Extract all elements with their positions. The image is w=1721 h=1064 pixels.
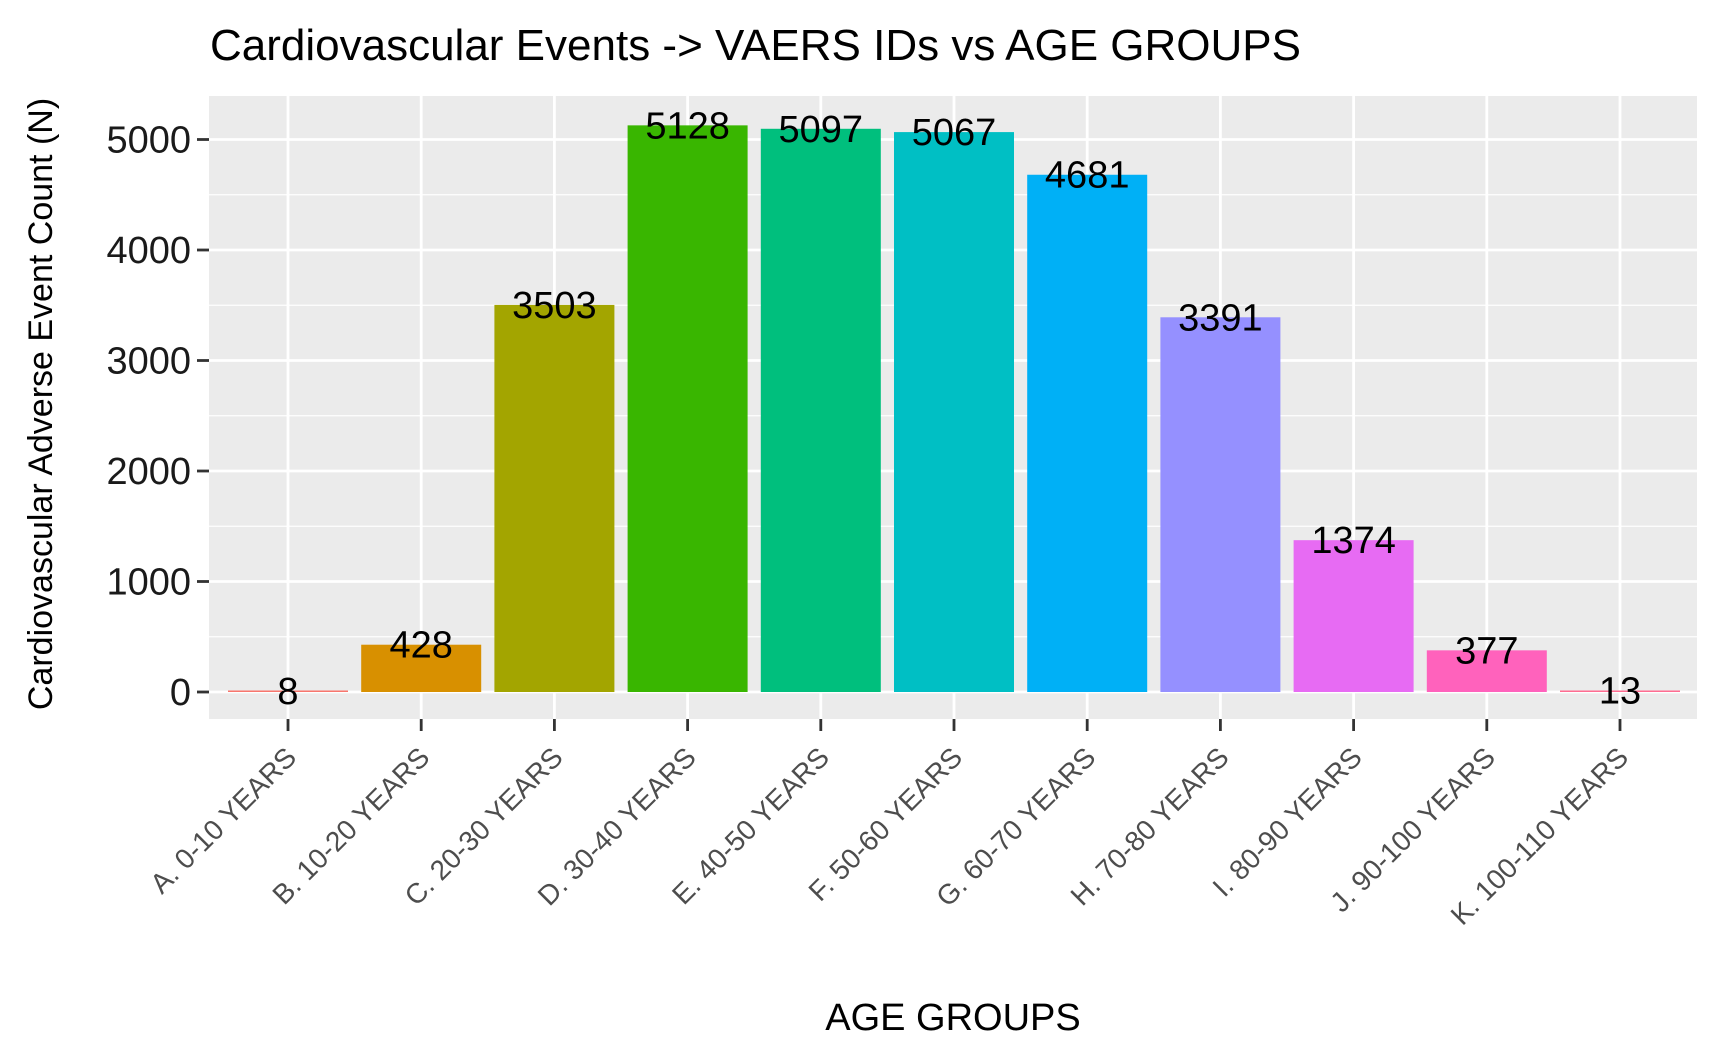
data-label: 5067 [912, 112, 997, 154]
data-label: 3503 [512, 285, 597, 327]
y-tick-label: 1000 [106, 562, 191, 604]
chart-title: Cardiovascular Events -> VAERS IDs vs AG… [210, 21, 1301, 70]
data-labels: 8 428 3503 5128 5097 5067 4681 3391 1374 377 13 [277, 105, 1641, 713]
data-label: 3391 [1178, 297, 1263, 339]
data-label: 5097 [779, 109, 864, 151]
x-axis-title: AGE GROUPS [825, 997, 1081, 1039]
bars [228, 125, 1680, 692]
data-label: 4681 [1045, 155, 1130, 197]
bar [1293, 540, 1414, 692]
bar [361, 644, 482, 692]
bar [1426, 650, 1547, 692]
data-label: 1374 [1311, 520, 1396, 562]
data-label: 377 [1455, 630, 1518, 672]
y-tick-label: 3000 [106, 341, 191, 383]
bar [894, 132, 1014, 692]
bar [494, 304, 615, 692]
y-axis: 0 1000 2000 3000 4000 5000 [106, 120, 209, 714]
bar [1027, 174, 1148, 692]
data-label: 8 [277, 671, 298, 713]
y-axis-title: Cardiovascular Adverse Event Count (N) [22, 98, 60, 710]
bar [228, 690, 348, 692]
bar [1160, 317, 1281, 692]
data-label: 5128 [645, 105, 730, 147]
data-label: 428 [389, 625, 452, 667]
bar [760, 128, 881, 692]
bar [1560, 690, 1680, 692]
bar [627, 125, 748, 692]
y-tick-label: 2000 [106, 451, 191, 493]
data-label: 13 [1599, 671, 1641, 713]
y-tick-label: 4000 [106, 230, 191, 272]
y-tick-label: 0 [170, 672, 191, 714]
y-tick-label: 5000 [106, 120, 191, 162]
